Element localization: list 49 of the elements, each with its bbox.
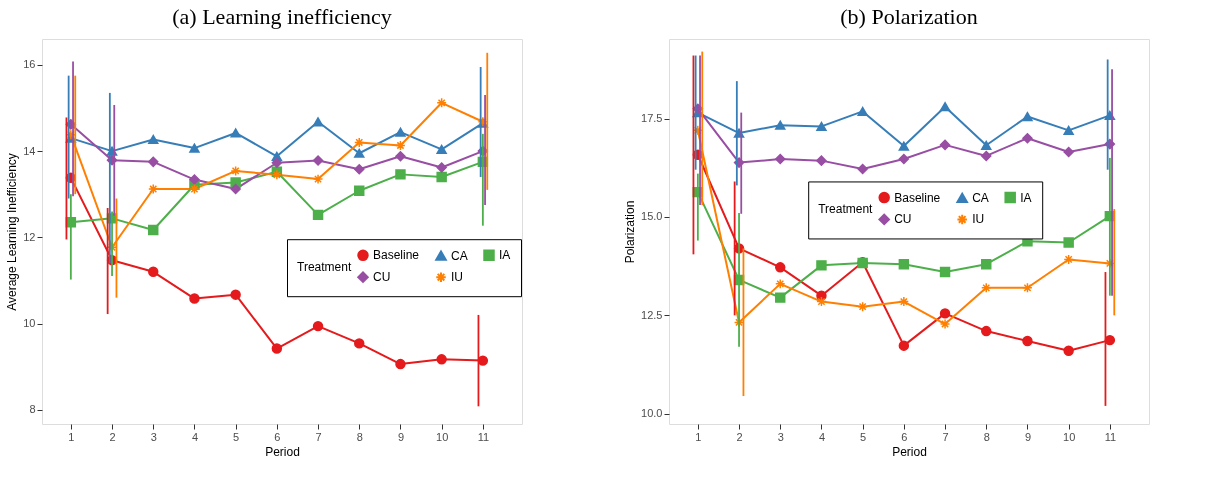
x-axis-title: Period (892, 444, 927, 459)
y-axis-title: Average Learning Inefficiency (5, 153, 20, 311)
legend-title: Treatment (818, 202, 874, 217)
x-tick-label: 6 (901, 430, 908, 443)
y-tick-label: 12 (23, 230, 36, 243)
x-tick-label: 8 (356, 430, 363, 443)
x-tick-label: 11 (1104, 430, 1117, 443)
x-tick-label: 10 (1063, 430, 1076, 443)
legend-title: Treatment (297, 260, 352, 275)
chart-title: (a) Learning inefficiency (172, 4, 392, 29)
chart-title: (b) Polarization (840, 4, 978, 29)
y-tick-label: 8 (29, 403, 36, 416)
x-tick-label: 9 (1024, 430, 1032, 443)
y-tick-label: 12.5 (641, 308, 663, 321)
x-tick-label: 1 (695, 430, 702, 443)
x-tick-label: 7 (942, 430, 949, 443)
legend-label: CA (972, 190, 989, 205)
y-tick-label: 16 (23, 58, 36, 71)
x-tick-label: 6 (274, 430, 281, 443)
x-tick-label: 4 (191, 430, 199, 443)
y-axis-title: Polarization (623, 200, 638, 264)
x-tick-label: 3 (150, 430, 157, 443)
y-tick-label: 10.0 (641, 407, 663, 420)
legend-label: CA (451, 248, 468, 263)
legend-label: CU (894, 212, 912, 227)
y-tick-label: 14 (23, 144, 36, 157)
x-tick-label: 9 (397, 430, 405, 443)
legend-label: IU (451, 270, 463, 285)
legend-label: IA (1020, 190, 1032, 205)
x-tick-label: 4 (818, 430, 826, 443)
x-tick-label: 10 (436, 430, 449, 443)
x-tick-label: 2 (736, 430, 743, 443)
legend-label: IA (499, 248, 511, 263)
y-tick-label: 15.0 (641, 210, 663, 223)
x-tick-label: 7 (315, 430, 322, 443)
legend-label: Baseline (373, 248, 420, 263)
x-axis-title: Period (265, 444, 300, 459)
y-tick-label: 10 (23, 317, 36, 330)
x-tick-label: 2 (109, 430, 116, 443)
x-tick-label: 5 (860, 430, 867, 443)
legend-label: IU (972, 212, 985, 227)
x-tick-label: 8 (983, 430, 990, 443)
legend-label: Baseline (894, 190, 941, 205)
legend-label: CU (373, 270, 391, 285)
x-tick-label: 5 (233, 430, 240, 443)
y-tick-label: 17.5 (641, 112, 663, 125)
x-tick-label: 1 (68, 430, 75, 443)
x-tick-label: 3 (777, 430, 784, 443)
x-tick-label: 11 (477, 430, 490, 443)
